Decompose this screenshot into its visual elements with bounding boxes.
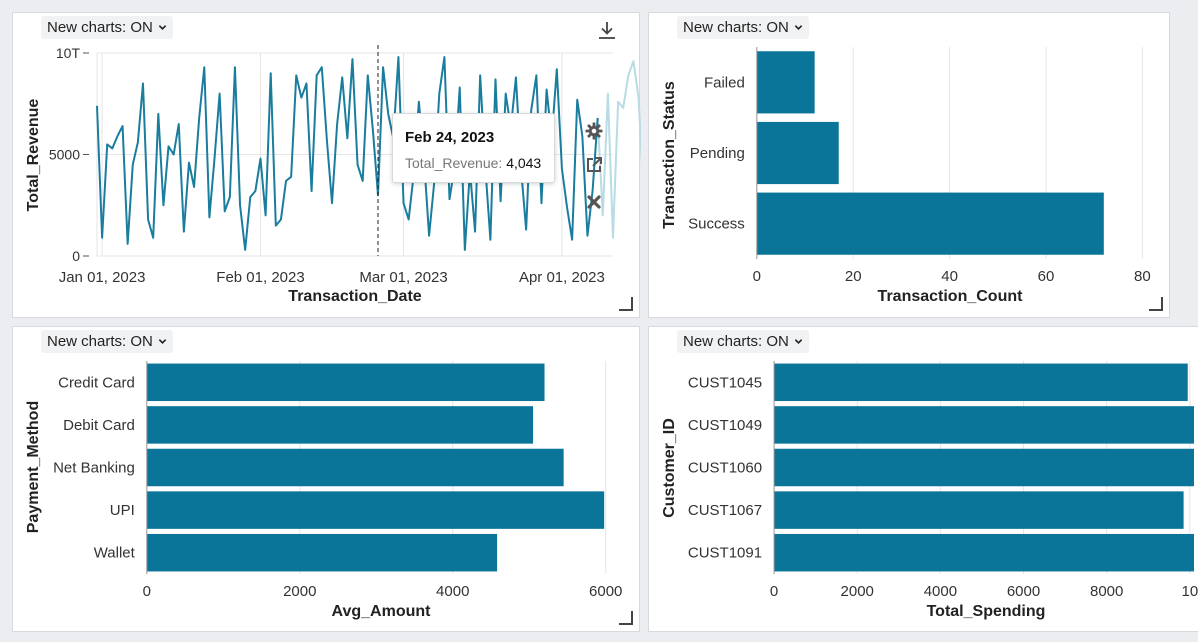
x-tick-label: Mar 01, 2023 — [359, 269, 447, 286]
status-chart-panel: New charts: ON 0 20 40 60 80 Failed Pending Suc… — [648, 12, 1170, 318]
x-tick-label: 8000 — [1090, 583, 1123, 600]
x-tick-label: Apr 01, 2023 — [519, 269, 605, 286]
category-label: CUST1049 — [688, 417, 762, 434]
x-tick-label: 0 — [143, 583, 151, 600]
bar — [756, 51, 815, 114]
transaction-status-bar-chart: 0 20 40 60 80 Failed Pending Success Transaction… — [661, 47, 1151, 305]
charts-toggle[interactable]: New charts: ON — [41, 16, 173, 39]
chevron-down-icon — [158, 25, 167, 30]
bar — [774, 491, 1184, 529]
customer-chart-panel: New charts: ON 0 2000 4000 6000 8000 10 CUST10… — [648, 326, 1198, 632]
gear-icon[interactable] — [584, 121, 604, 141]
bar — [146, 448, 564, 487]
bar — [774, 363, 1188, 402]
resize-handle[interactable] — [1149, 297, 1163, 311]
category-label: Pending — [690, 145, 745, 162]
x-tick-label: 4000 — [436, 583, 469, 600]
revenue-series-line-faded — [596, 60, 641, 239]
x-tick-label: Feb 01, 2023 — [216, 269, 304, 286]
charts-toggle-label: New charts: ON — [47, 19, 153, 36]
x-axis-title: Transaction_Count — [878, 288, 1024, 305]
revenue-series-line — [96, 56, 599, 251]
x-tick-label: 80 — [1134, 268, 1151, 285]
charts-toggle[interactable]: New charts: ON — [677, 330, 809, 353]
y-axis-title: Total_Revenue — [25, 99, 42, 212]
tooltip-key: Total_Revenue: — [405, 155, 503, 171]
bar — [756, 192, 1104, 255]
charts-toggle[interactable]: New charts: ON — [41, 330, 173, 353]
x-axis-title: Transaction_Date — [288, 288, 421, 305]
x-tick-label: 6000 — [589, 583, 622, 600]
y-axis-title: Customer_ID — [661, 418, 678, 518]
chevron-down-icon — [794, 25, 803, 30]
x-tick-label: 40 — [941, 268, 958, 285]
x-tick-label: 60 — [1038, 268, 1055, 285]
category-label: Failed — [704, 74, 745, 91]
category-label: CUST1045 — [688, 374, 762, 391]
x-axis-title: Avg_Amount — [332, 603, 432, 620]
bar — [774, 533, 1194, 572]
chevron-down-icon — [794, 339, 803, 344]
download-icon[interactable] — [596, 19, 618, 41]
category-label: Debit Card — [63, 417, 135, 434]
y-tick-label: 10T — [56, 45, 81, 61]
x-tick-label: 10 — [1181, 583, 1198, 600]
category-label: CUST1060 — [688, 460, 762, 477]
external-link-icon[interactable] — [584, 155, 604, 175]
tooltip-date: Feb 24, 2023 — [405, 129, 495, 146]
x-tick-label: 2000 — [283, 583, 316, 600]
x-tick-label: 0 — [753, 268, 761, 285]
bar — [756, 121, 839, 185]
y-tick-label: 0 — [72, 248, 80, 264]
y-axis-title: Transaction_Status — [661, 81, 678, 229]
charts-toggle-label: New charts: ON — [47, 333, 153, 350]
category-label: Net Banking — [53, 460, 135, 477]
resize-handle[interactable] — [619, 297, 633, 311]
charts-toggle-label: New charts: ON — [683, 333, 789, 350]
bar — [146, 406, 534, 444]
bar — [774, 406, 1194, 444]
x-tick-label: 2000 — [841, 583, 874, 600]
category-label: CUST1067 — [688, 502, 762, 519]
category-label: UPI — [110, 502, 135, 519]
bar — [774, 448, 1194, 487]
x-tick-label: 4000 — [924, 583, 957, 600]
resize-handle[interactable] — [619, 611, 633, 625]
bar — [146, 363, 545, 402]
x-tick-label: 0 — [770, 583, 778, 600]
payment-chart-panel: New charts: ON 0 2000 4000 6000 Credit Card D… — [12, 326, 640, 632]
charts-toggle-label: New charts: ON — [683, 19, 789, 36]
x-axis-title: Total_Spending — [927, 603, 1046, 620]
y-tick-label: 5000 — [49, 147, 80, 163]
category-label: Wallet — [94, 545, 136, 562]
category-label: CUST1091 — [688, 545, 762, 562]
x-tick-label: 20 — [845, 268, 862, 285]
bar — [146, 491, 605, 529]
bar — [146, 533, 498, 572]
close-icon[interactable] — [584, 192, 604, 212]
chevron-down-icon — [158, 339, 167, 344]
category-label: Credit Card — [58, 374, 135, 391]
charts-toggle[interactable]: New charts: ON — [677, 16, 809, 39]
category-label: Success — [688, 216, 745, 233]
customer-spending-bar-chart: 0 2000 4000 6000 8000 10 CUST1045 CUST1049 CUST1… — [661, 361, 1198, 620]
y-axis-title: Payment_Method — [25, 401, 42, 533]
payment-method-bar-chart: 0 2000 4000 6000 Credit Card Debit Card Net Ba… — [25, 361, 622, 620]
x-tick-label: Jan 01, 2023 — [59, 269, 146, 286]
chart-tooltip: Feb 24, 2023 Total_Revenue: 4,043 — [392, 113, 555, 183]
tooltip-value: 4,043 — [506, 155, 542, 171]
x-tick-label: 6000 — [1007, 583, 1040, 600]
